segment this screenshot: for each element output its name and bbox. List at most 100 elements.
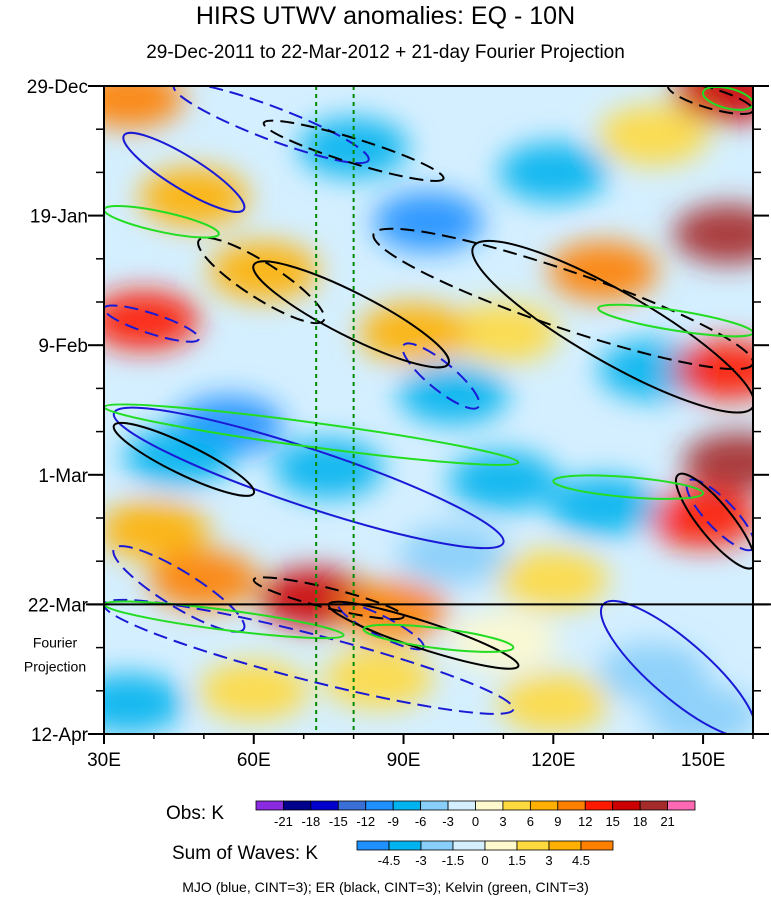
obs-colorbar-level-label: 12 [578, 814, 592, 829]
obs-colorbar-swatch [365, 800, 394, 811]
anomaly-cell [198, 660, 309, 721]
projection-label: Fourier [33, 635, 78, 651]
anomaly-cell [104, 500, 209, 561]
anomaly-cell [208, 241, 319, 302]
anomaly-field [104, 86, 753, 734]
obs-colorbar-level-label: -15 [329, 814, 348, 829]
obs-colorbar-level-label: 18 [633, 814, 647, 829]
waves-colorbar-level-label: -3 [415, 853, 427, 868]
obs-colorbar-swatch [639, 800, 668, 811]
anomaly-cell [548, 241, 659, 302]
anomaly-cell [498, 673, 609, 734]
obs-colorbar-level-label: -9 [387, 814, 399, 829]
anomaly-cell [548, 475, 659, 536]
obs-colorbar-swatch [502, 800, 531, 811]
waves-colorbar-swatch [452, 840, 486, 851]
kelvin-contour [552, 474, 705, 500]
obs-colorbar-level-label: 15 [605, 814, 619, 829]
obs-colorbar-swatch [420, 800, 449, 811]
y-tick-label: 12-Apr [31, 725, 89, 746]
waves-colorbar-swatch [516, 840, 550, 851]
anomaly-cell [358, 302, 469, 363]
chart-subtitle: 29-Dec-2011 to 22-Mar-2012 + 21-day Four… [146, 42, 625, 63]
y-tick-label: 19-Jan [30, 207, 88, 228]
anomaly-cell [673, 339, 753, 400]
waves-colorbar-level-label: 3 [545, 853, 552, 868]
plot-frame [103, 85, 754, 735]
anomaly-cell [123, 426, 234, 487]
y-tick-label: 22-Mar [28, 595, 89, 616]
mjo-contour [401, 342, 481, 410]
anomaly-blobs [104, 86, 753, 734]
anomaly-cell [338, 580, 449, 641]
kelvin-contour [362, 623, 515, 653]
obs-colorbar-swatch [337, 800, 367, 811]
obs-colorbar-swatch [557, 800, 586, 811]
obs-colorbar-swatch [475, 800, 504, 811]
obs-colorbar-swatch [255, 800, 284, 811]
anomaly-cell [398, 364, 509, 425]
waves-colorbar-swatch [356, 840, 390, 851]
obs-colorbar-level-label: -6 [415, 814, 427, 829]
anomaly-cell [323, 648, 434, 709]
anomaly-cell [648, 488, 753, 548]
anomaly-cell [498, 549, 609, 610]
mjo-contour [122, 131, 246, 213]
anomaly-cell [104, 673, 184, 734]
x-tick-label: 90E [387, 750, 421, 771]
anomaly-cell [673, 204, 753, 265]
waves-colorbar-level-label: 0 [481, 853, 488, 868]
waves-colorbar-level-label: 1.5 [508, 853, 526, 868]
obs-colorbar-swatch [392, 800, 422, 811]
waves-colorbar-level-label: -4.5 [378, 853, 400, 868]
obs-colorbar-swatch [667, 800, 696, 811]
kelvin-contour [597, 303, 753, 338]
anomaly-cell [598, 105, 709, 166]
er-contour [252, 260, 450, 369]
anomaly-cell [104, 86, 184, 129]
y-tick-label: 29-Dec [27, 77, 88, 98]
obs-colorbar-level-label: -18 [301, 814, 320, 829]
x-tick-label: 30E [87, 750, 121, 771]
waves-colorbar-label: Sum of Waves: K [172, 843, 319, 864]
waves-colorbar-swatch [580, 840, 614, 851]
axes: 30E 60E 90E 120E 150E 29-Dec 19-Jan 9-Feb 1-Mar 2… [24, 77, 769, 771]
obs-colorbar-swatch [283, 800, 312, 811]
anomaly-cell [448, 302, 559, 363]
anomaly-cell [373, 191, 484, 252]
anomaly-cell [648, 685, 753, 734]
projection-label: Projection [24, 659, 86, 675]
obs-colorbar-label: Obs: K [166, 803, 225, 824]
obs-colorbar-level-label: -12 [356, 814, 375, 829]
waves-colorbar-swatch [388, 840, 422, 851]
obs-colorbar-swatch [529, 800, 559, 811]
mjo-contour [104, 304, 200, 343]
obs-colorbar-level-label: 21 [660, 814, 674, 829]
er-contour [471, 239, 753, 414]
obs-colorbar-swatch [584, 800, 614, 811]
mjo-contour [112, 545, 246, 633]
obs-colorbar-level-label: -3 [442, 814, 454, 829]
reference-longitude-lines [315, 86, 355, 734]
obs-colorbar-level-label: 3 [499, 814, 506, 829]
waves-colorbar-swatch [484, 840, 518, 851]
colorbars: -21 -18 -15 -12 -9 -6 -3 0 3 6 9 12 15 18 21 -4.5 -3 -1.5… [255, 800, 696, 868]
mjo-contour [337, 601, 425, 651]
x-tick-label: 150E [681, 750, 725, 771]
anomaly-cell [448, 450, 559, 511]
er-contour [262, 119, 445, 182]
obs-colorbar-level-label: -21 [274, 814, 293, 829]
waves-colorbar-swatch [420, 840, 454, 851]
anomaly-cell [398, 525, 509, 586]
obs-colorbar-level-label: 6 [527, 814, 534, 829]
er-contour [252, 576, 405, 621]
anomaly-cell [683, 432, 753, 493]
anomaly-cell [498, 142, 609, 203]
mjo-contour [685, 478, 753, 552]
chart-title: HIRS UTWV anomalies: EQ - 10N [195, 2, 576, 30]
obs-colorbar-swatch [447, 800, 476, 811]
er-contour [112, 421, 256, 497]
anomaly-cell [148, 549, 259, 610]
obs-colorbar-level-label: 0 [472, 814, 479, 829]
